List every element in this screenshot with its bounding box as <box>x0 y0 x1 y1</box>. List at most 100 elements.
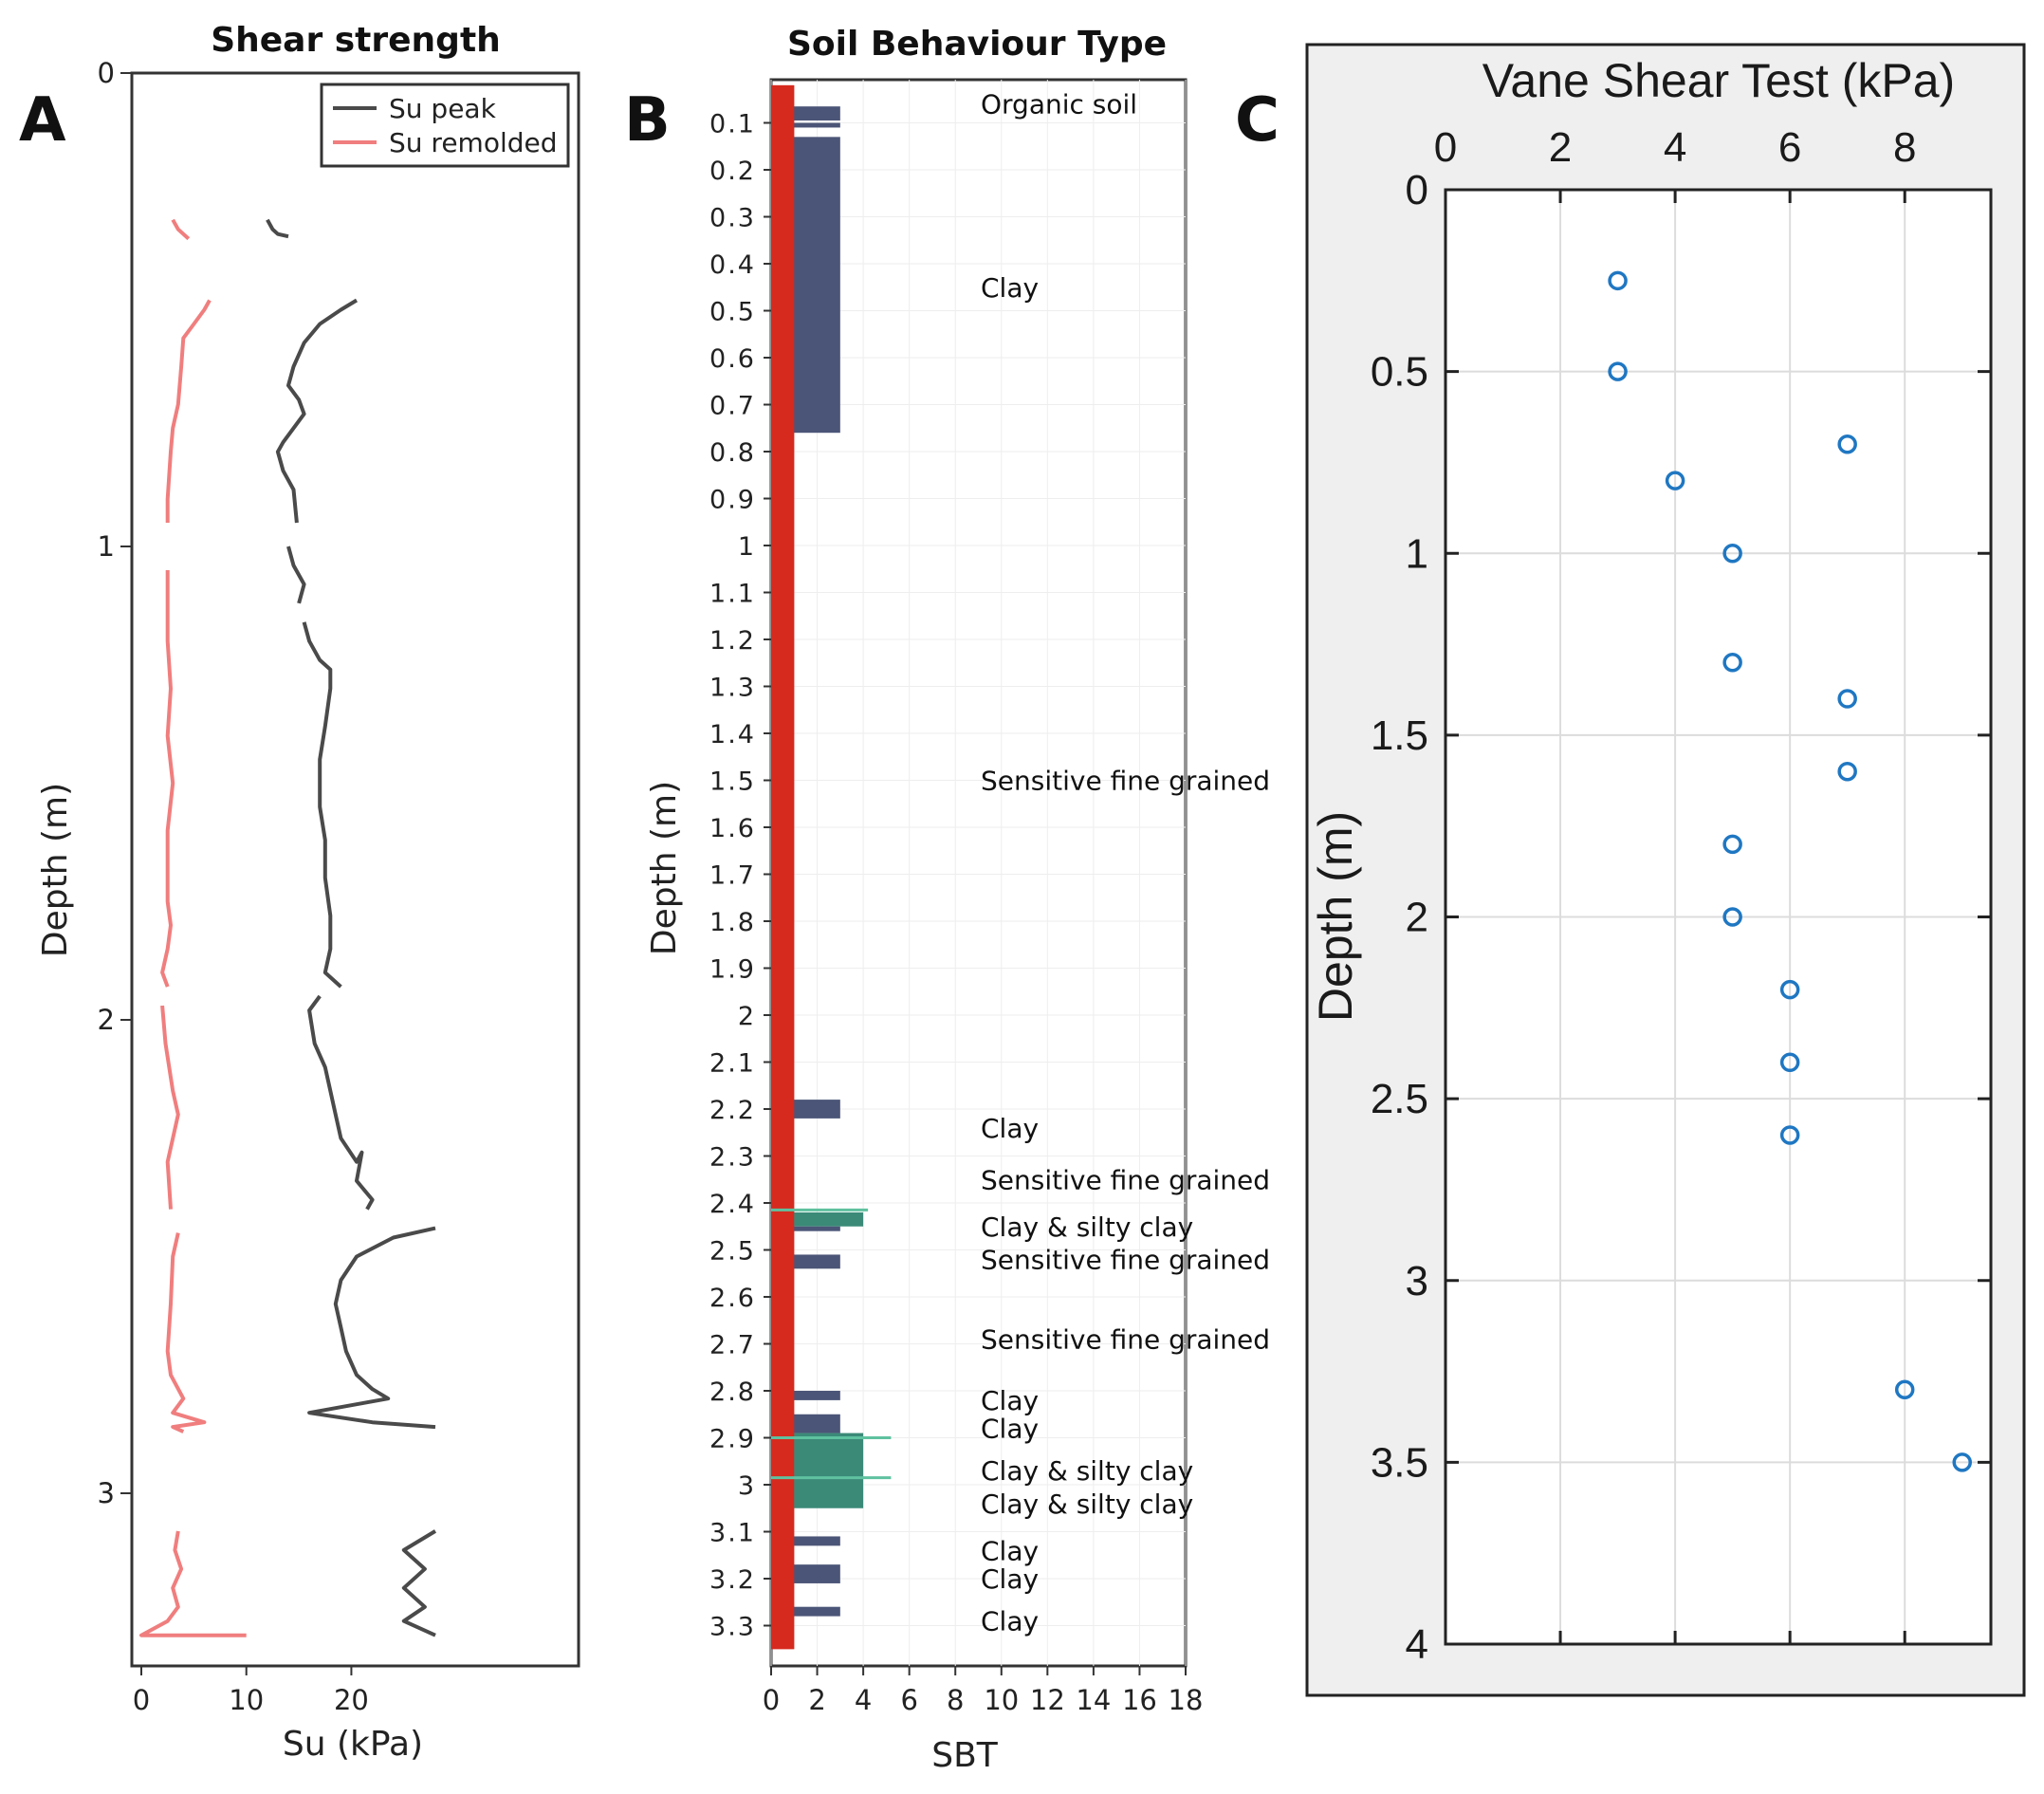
x-tick-label: 18 <box>1169 1684 1204 1716</box>
data-point <box>1779 1052 1800 1073</box>
data-point <box>1722 544 1742 564</box>
y-tick-label: 1.7 <box>709 861 756 891</box>
x-tick-label: 20 <box>334 1684 369 1716</box>
sbt-annotation: Organic soil <box>981 89 1137 120</box>
y-tick-label: 1.8 <box>709 908 756 937</box>
sbt-bar <box>771 1391 840 1400</box>
series-line-su-peak <box>307 994 375 1211</box>
y-tick-label: 1 <box>1406 530 1428 577</box>
y-tick-label: 4 <box>1406 1621 1428 1668</box>
sbt-annotation: Sensitive fine grained <box>981 1324 1270 1356</box>
x-tick-label: 2 <box>1549 124 1572 171</box>
series-line-su-peak <box>302 621 342 989</box>
data-point <box>1665 471 1685 490</box>
y-tick-label: 2 <box>1406 895 1428 941</box>
y-tick-label: 2.5 <box>1371 1076 1428 1122</box>
series-line-su-peak <box>266 218 289 239</box>
series-line-su-remolded <box>165 299 212 523</box>
y-tick-label: 3.5 <box>1371 1439 1428 1486</box>
y-tick-label: 1.5 <box>709 768 756 797</box>
y-tick-label: 2.8 <box>709 1378 756 1407</box>
chart-b-bars <box>771 84 892 1650</box>
y-tick-label: 0.8 <box>709 438 756 468</box>
x-tick-label: 0 <box>133 1684 150 1716</box>
series-line-su-peak <box>307 1226 436 1430</box>
legend-label-su-peak: Su peak <box>389 93 497 124</box>
series-line-su-remolded <box>165 1232 207 1433</box>
y-tick-label: 2 <box>738 1002 756 1031</box>
data-point <box>1779 979 1800 1000</box>
y-tick-label: 2 <box>98 1004 115 1036</box>
chart-c-title: Vane Shear Test (kPa) <box>1482 54 1955 107</box>
y-tick-label: 1.4 <box>709 720 756 749</box>
chart-c-y-label: Depth (m) <box>1309 811 1362 1022</box>
sbt-bar <box>771 122 840 128</box>
data-point <box>1837 435 1857 454</box>
y-tick-label: 0.7 <box>709 392 756 421</box>
vane-shear-test-chart: 0 0.5 1 1.5 2 2.5 3 3.5 4 0 2 4 6 8 Vane Shear Test … <box>1305 43 2026 1697</box>
y-tick-label: 0 <box>1406 167 1428 213</box>
chart-b-y-label: Depth (m) <box>645 781 684 955</box>
x-tick-label: 0 <box>763 1684 780 1716</box>
series-line-su-remolded <box>160 1005 180 1210</box>
y-tick-label: 2.7 <box>709 1331 756 1360</box>
y-tick-label: 2.5 <box>709 1237 756 1267</box>
series-line-su-remolded <box>171 218 191 241</box>
chart-a-x-ticks: 0 10 20 <box>133 1666 369 1716</box>
y-tick-label: 0.4 <box>709 250 756 280</box>
y-tick-label: 1.9 <box>709 955 756 985</box>
y-tick-label: 3.3 <box>709 1613 756 1642</box>
y-tick-label: 0 <box>98 57 115 89</box>
x-tick-label: 10 <box>229 1684 264 1716</box>
chart-b-x-ticks: 0 2 4 6 8 10 12 14 16 18 <box>763 1666 1204 1716</box>
data-point <box>1837 689 1857 709</box>
y-tick-label: 0.2 <box>709 157 756 186</box>
data-point <box>1722 834 1742 855</box>
y-tick-label: 0.5 <box>709 298 756 327</box>
y-tick-label: 2.6 <box>709 1284 756 1313</box>
sbt-bar <box>771 1606 840 1617</box>
series-line-su-peak <box>286 546 306 604</box>
y-tick-label: 2.3 <box>709 1143 756 1173</box>
chart-b-y-ticks: 0.1 0.2 0.3 0.4 0.5 0.6 0.7 0.8 0.9 1 1.1 1.2 1.3 1.4… <box>709 110 771 1642</box>
data-point <box>1779 1125 1800 1145</box>
baseline-bar-overlay <box>771 84 795 1650</box>
y-tick-label: 2.4 <box>709 1190 756 1219</box>
chart-c-y-ticks: 0 0.5 1 1.5 2 2.5 3 3.5 4 <box>1371 167 1991 1668</box>
x-tick-label: 6 <box>900 1684 917 1716</box>
data-point <box>1608 361 1628 381</box>
x-tick-label: 16 <box>1122 1684 1157 1716</box>
y-tick-label: 0.1 <box>709 110 756 139</box>
chart-c-x-ticks: 0 2 4 6 8 <box>1434 124 1916 1644</box>
sbt-annotation: Clay <box>981 1414 1039 1445</box>
x-tick-label: 10 <box>984 1684 1019 1716</box>
sbt-bar <box>771 1226 840 1231</box>
data-point <box>1608 270 1628 291</box>
panel-letter-a: A <box>19 85 66 156</box>
sbt-annotation: Clay <box>981 1385 1039 1416</box>
sbt-annotation: Clay & silty clay <box>981 1211 1193 1243</box>
chart-c-points <box>1608 270 1972 1472</box>
data-point <box>1894 1379 1915 1399</box>
y-tick-label: 0.6 <box>709 344 756 374</box>
sbt-annotation: Sensitive fine grained <box>981 766 1270 797</box>
y-tick-label: 0.9 <box>709 486 756 515</box>
sbt-annotation: Clay <box>981 1606 1039 1637</box>
x-tick-label: 8 <box>1893 124 1916 171</box>
data-point <box>1722 652 1742 673</box>
y-tick-label: 0.5 <box>1371 349 1428 396</box>
y-tick-label: 3 <box>98 1477 115 1509</box>
x-tick-label: 12 <box>1030 1684 1065 1716</box>
sbt-annotation: Clay <box>981 1113 1039 1144</box>
chart-b-annotations: Organic soil Clay Sensitive fine grained Cl… <box>981 89 1270 1637</box>
y-tick-label: 1 <box>98 530 115 563</box>
chart-a-x-label: Su (kPa) <box>283 1725 423 1764</box>
x-tick-label: 4 <box>1664 124 1686 171</box>
panel-letter-b: B <box>624 85 671 156</box>
chart-a-legend: Su peak Su remolded <box>320 83 570 168</box>
chart-c-grid <box>1446 190 1991 1644</box>
x-tick-label: 4 <box>855 1684 872 1716</box>
y-tick-label: 3.1 <box>709 1519 756 1548</box>
data-point <box>1952 1452 1972 1472</box>
